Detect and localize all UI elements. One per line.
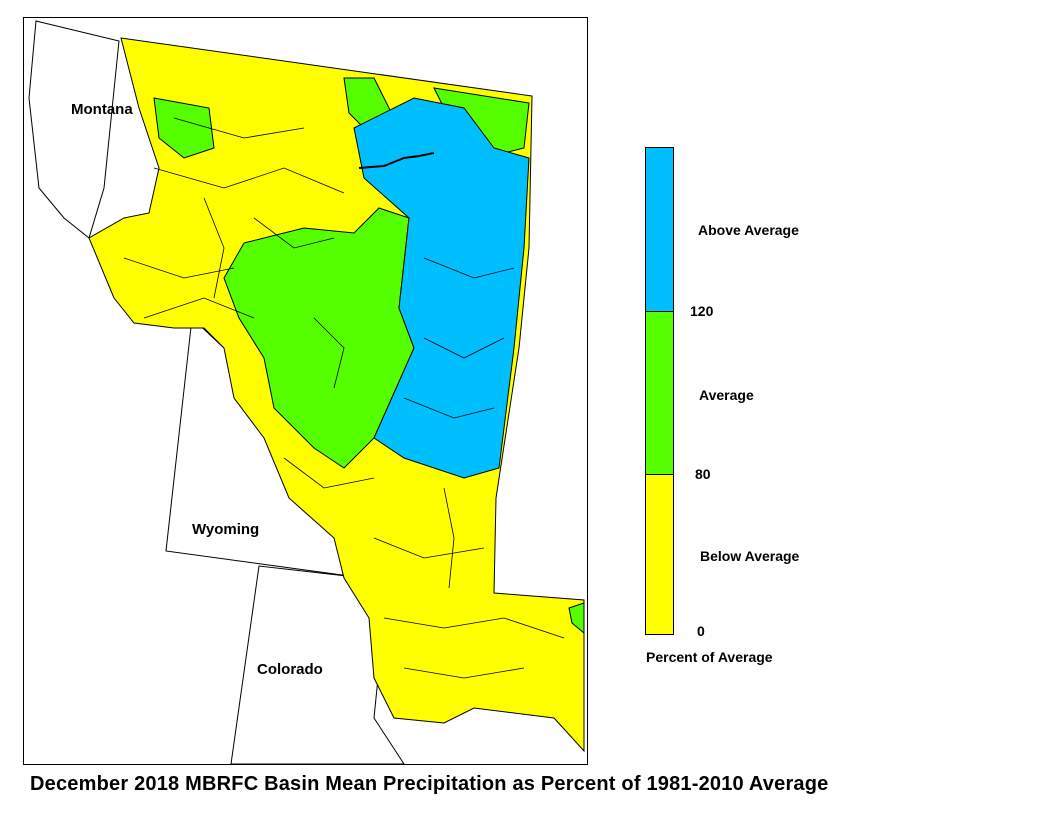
label-montana: Montana (71, 101, 133, 118)
legend-label-average: Average (699, 387, 754, 403)
region-average-north (153, 97, 215, 159)
legend-swatch-above-average (646, 148, 673, 311)
region-average-southeast (568, 602, 585, 635)
lake-outline (358, 152, 435, 169)
legend-axis-title: Percent of Average (646, 649, 773, 665)
legend-label-above-average: Above Average (698, 222, 799, 238)
legend-tick-120: 120 (690, 303, 714, 319)
label-wyoming: Wyoming (192, 521, 260, 538)
region-above-average (353, 97, 530, 479)
basin-boundaries (123, 117, 565, 679)
legend-swatch-below-average (646, 474, 673, 634)
legend-swatch-average (646, 311, 673, 474)
basin-map (28, 20, 585, 764)
legend-label-below-average: Below Average (700, 548, 800, 564)
label-colorado: Colorado (257, 661, 323, 678)
map-caption: December 2018 MBRFC Basin Mean Precipita… (30, 773, 829, 795)
legend-tick-0: 0 (697, 623, 705, 639)
map-frame: Montana Wyoming Colorado (23, 17, 588, 765)
montana-outline (28, 20, 120, 239)
legend-tick-80: 80 (695, 466, 711, 482)
legend-color-bar (645, 147, 674, 635)
